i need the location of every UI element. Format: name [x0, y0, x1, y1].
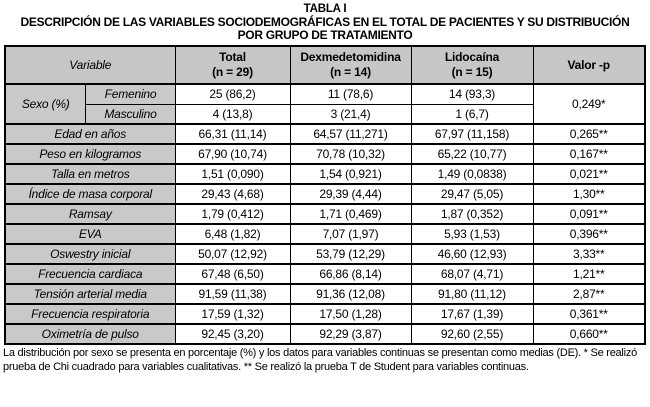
cell-lidocaina: 68,07 (4,71) — [410, 263, 534, 285]
cell-lidocaina: 65,22 (10,77) — [410, 143, 534, 165]
cell-p-value: 0,167** — [532, 143, 646, 165]
variable-label: Tensión arterial media — [4, 283, 176, 305]
table-row-imc: Índice de masa corporal 29,43 (4,68) 29,… — [4, 183, 646, 205]
cell-lidocaina: 1 (6,7) — [410, 103, 534, 125]
header-row: Variable Total (n = 29) Dexmedetomidina … — [4, 45, 646, 85]
column-header-total-line1: Total — [219, 50, 246, 64]
column-header-lidocaina-line2: (n = 15) — [451, 65, 493, 79]
table-row-oximetria: Oximetría de pulso 92,45 (3,20) 92,29 (3… — [4, 323, 646, 345]
variable-label-sexo: Sexo (%) — [4, 83, 87, 125]
cell-lidocaina: 1,87 (0,352) — [410, 203, 534, 225]
column-header-dexmedetomidina-line1: Dexmedetomidina — [300, 50, 401, 64]
sexo-sublabel-masculino: Masculino — [85, 103, 176, 125]
table-row-frecuencia-respiratoria: Frecuencia respiratoria 17,59 (1,32) 17,… — [4, 303, 646, 325]
variable-label: Oswestry inicial — [4, 243, 176, 265]
cell-lidocaina: 29,47 (5,05) — [410, 183, 534, 205]
cell-p-value-sexo: 0,249* — [532, 83, 646, 125]
cell-total: 66,31 (11,14) — [174, 123, 291, 145]
cell-total: 50,07 (12,92) — [174, 243, 291, 265]
cell-lidocaina: 17,67 (1,39) — [410, 303, 534, 325]
table-title-line2: POR GRUPO DE TRATAMIENTO — [237, 28, 413, 42]
cell-total: 92,45 (3,20) — [174, 323, 291, 345]
cell-lidocaina: 5,93 (1,53) — [410, 223, 534, 245]
variable-label: Talla en metros — [4, 163, 176, 185]
cell-dexmedetomidina: 29,39 (4,44) — [289, 183, 412, 205]
cell-total: 29,43 (4,68) — [174, 183, 291, 205]
cell-p-value: 2,87** — [532, 283, 646, 305]
cell-total: 17,59 (1,32) — [174, 303, 291, 325]
table-row-ramsay: Ramsay 1,79 (0,412) 1,71 (0,469) 1,87 (0… — [4, 203, 646, 225]
table-row-tension-arterial: Tensión arterial media 91,59 (11,38) 91,… — [4, 283, 646, 305]
cell-dexmedetomidina: 11 (78,6) — [289, 83, 412, 105]
sociodemographic-table: Variable Total (n = 29) Dexmedetomidina … — [3, 45, 646, 345]
cell-p-value: 0,396** — [532, 223, 646, 245]
cell-total: 1,51 (0,090) — [174, 163, 291, 185]
column-header-dexmedetomidina: Dexmedetomidina (n = 14) — [289, 45, 412, 85]
cell-lidocaina: 46,60 (12,93) — [410, 243, 534, 265]
column-header-lidocaina-line1: Lidocaína — [444, 50, 500, 64]
cell-dexmedetomidina: 64,57 (11,271) — [289, 123, 412, 145]
variable-label: EVA — [4, 223, 176, 245]
cell-p-value: 3,33** — [532, 243, 646, 265]
cell-p-value: 0,021** — [532, 163, 646, 185]
table-row-sexo-femenino: Sexo (%) Femenino 25 (86,2) 11 (78,6) 14… — [4, 83, 646, 125]
cell-total: 91,59 (11,38) — [174, 283, 291, 305]
cell-dexmedetomidina: 1,54 (0,921) — [289, 163, 412, 185]
cell-dexmedetomidina: 92,29 (3,87) — [289, 323, 412, 345]
column-header-lidocaina: Lidocaína (n = 15) — [410, 45, 534, 85]
cell-lidocaina: 91,80 (11,12) — [410, 283, 534, 305]
variable-label: Peso en kilogramos — [4, 143, 176, 165]
table-row-peso: Peso en kilogramos 67,90 (10,74) 70,78 (… — [4, 143, 646, 165]
column-header-variable: Variable — [4, 45, 176, 85]
variable-label: Índice de masa corporal — [4, 183, 176, 205]
column-header-p-value: Valor -p — [532, 45, 646, 85]
cell-total: 67,48 (6,50) — [174, 263, 291, 285]
table-row-talla: Talla en metros 1,51 (0,090) 1,54 (0,921… — [4, 163, 646, 185]
table-footnote: La distribución por sexo se presenta en … — [3, 347, 637, 373]
variable-label: Edad en años — [4, 123, 176, 145]
cell-p-value: 0,265** — [532, 123, 646, 145]
cell-dexmedetomidina: 17,50 (1,28) — [289, 303, 412, 325]
table-row-sexo-masculino: Masculino 4 (13,8) 3 (21,4) 1 (6,7) — [5, 103, 645, 125]
table-row-frecuencia-cardiaca: Frecuencia cardiaca 67,48 (6,50) 66,86 (… — [4, 263, 646, 285]
cell-total: 4 (13,8) — [174, 103, 291, 125]
table-title-block: TABLA I DESCRIPCIÓN DE LAS VARIABLES SOC… — [0, 0, 650, 42]
cell-dexmedetomidina: 66,86 (8,14) — [289, 263, 412, 285]
cell-lidocaina: 14 (93,3) — [410, 83, 534, 105]
cell-p-value: 1,30** — [532, 183, 646, 205]
table-row-edad: Edad en años 66,31 (11,14) 64,57 (11,271… — [4, 123, 646, 145]
cell-dexmedetomidina: 3 (21,4) — [289, 103, 412, 125]
column-header-dexmedetomidina-line2: (n = 14) — [330, 65, 371, 79]
cell-lidocaina: 1,49 (0,0838) — [410, 163, 534, 185]
cell-dexmedetomidina: 7,07 (1,97) — [289, 223, 412, 245]
cell-dexmedetomidina: 53,79 (12,29) — [289, 243, 412, 265]
cell-p-value: 0,091** — [532, 203, 646, 225]
cell-dexmedetomidina: 91,36 (12,08) — [289, 283, 412, 305]
table-title-line1: DESCRIPCIÓN DE LAS VARIABLES SOCIODEMOGR… — [20, 15, 630, 29]
variable-label: Ramsay — [4, 203, 176, 225]
cell-dexmedetomidina: 1,71 (0,469) — [289, 203, 412, 225]
cell-lidocaina: 67,97 (11,158) — [410, 123, 534, 145]
variable-label: Frecuencia respiratoria — [4, 303, 176, 325]
variable-label: Oximetría de pulso — [4, 323, 176, 345]
table-row-eva: EVA 6,48 (1,82) 7,07 (1,97) 5,93 (1,53) … — [4, 223, 646, 245]
cell-total: 6,48 (1,82) — [174, 223, 291, 245]
cell-total: 67,90 (10,74) — [174, 143, 291, 165]
table-number-label: TABLA I — [303, 3, 347, 15]
column-header-total: Total (n = 29) — [174, 45, 291, 85]
cell-p-value: 1,21** — [532, 263, 646, 285]
cell-total: 1,79 (0,412) — [174, 203, 291, 225]
cell-lidocaina: 92,60 (2,55) — [410, 323, 534, 345]
variable-label: Frecuencia cardiaca — [4, 263, 176, 285]
cell-p-value: 0,361** — [532, 303, 646, 325]
sexo-sublabel-femenino: Femenino — [85, 83, 176, 105]
column-header-total-line2: (n = 29) — [212, 65, 253, 79]
cell-dexmedetomidina: 70,78 (10,32) — [289, 143, 412, 165]
cell-p-value: 0,660** — [532, 323, 646, 345]
table-row-oswestry: Oswestry inicial 50,07 (12,92) 53,79 (12… — [4, 243, 646, 265]
cell-total: 25 (86,2) — [174, 83, 291, 105]
